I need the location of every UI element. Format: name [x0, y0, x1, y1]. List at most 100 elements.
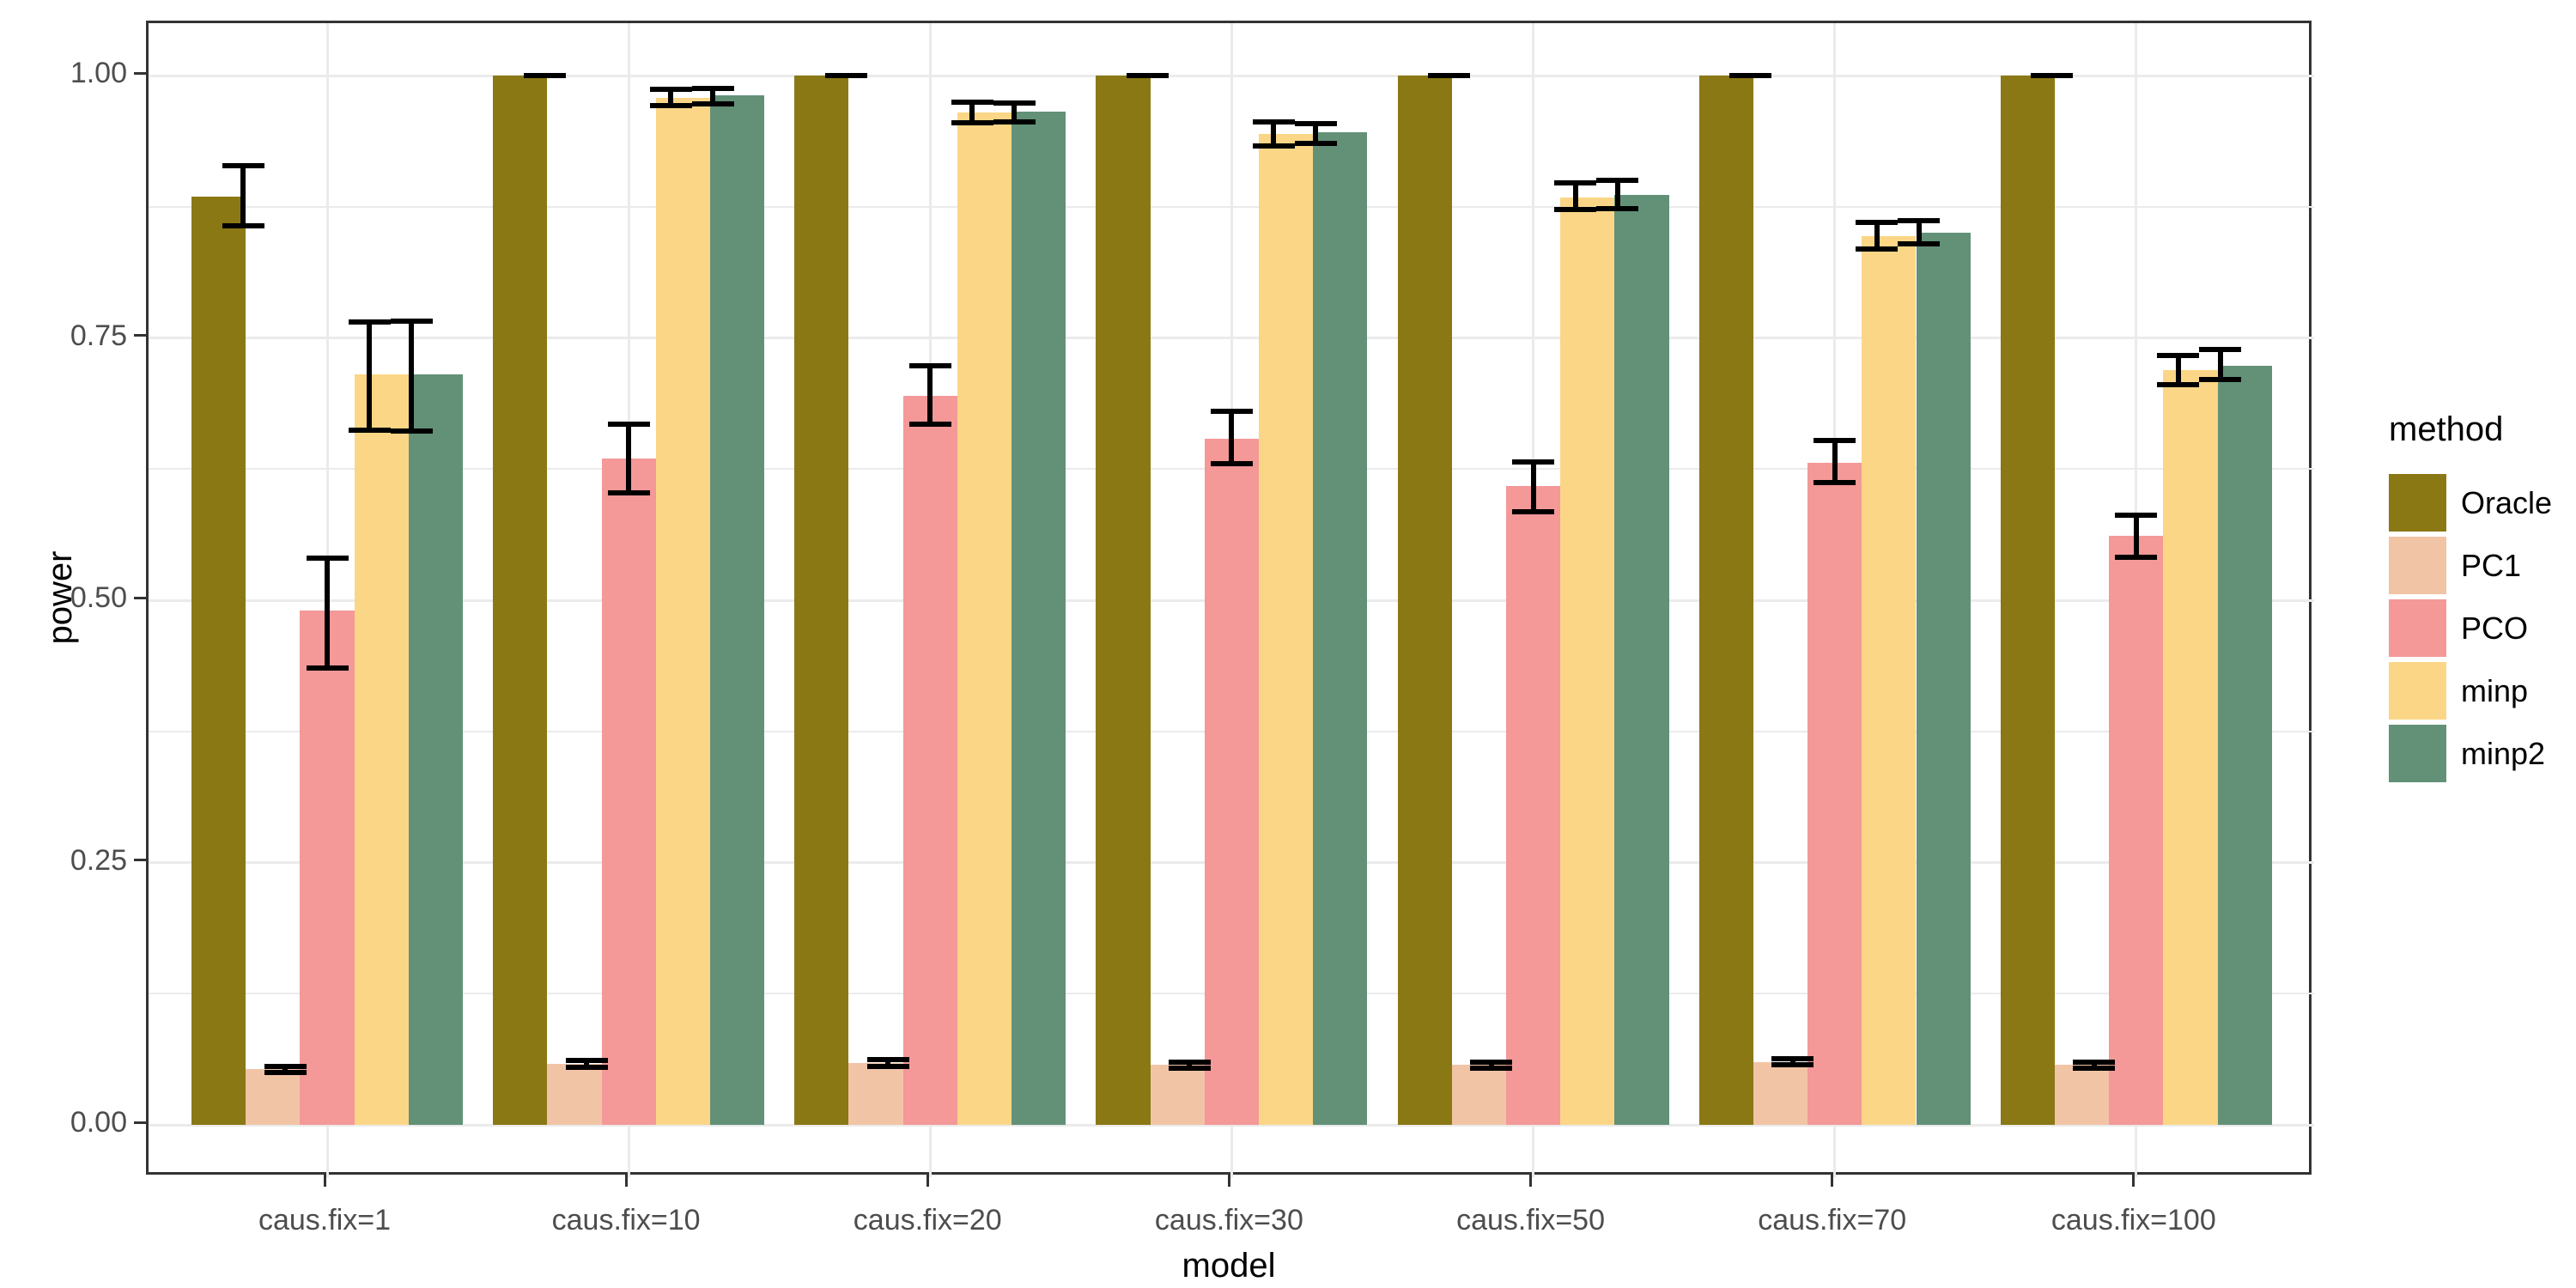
legend-label-PC1: PC1	[2461, 547, 2522, 583]
errorbar-cap-Oracle	[523, 73, 566, 78]
bar-PCO-caus.fix=70	[1807, 462, 1862, 1125]
errorbar-cap-minp2	[1294, 141, 1337, 147]
errorbar-cap-PCO	[1814, 480, 1856, 486]
bar-PC1-caus.fix=50	[1451, 1065, 1506, 1125]
bar-PCO-caus.fix=100	[2109, 536, 2164, 1125]
bar-PC1-caus.fix=10	[547, 1064, 602, 1125]
y-tick-label: 0.25	[70, 843, 127, 877]
errorbar-cap-minp2	[993, 118, 1036, 125]
minor-gridline	[149, 205, 2314, 208]
errorbar-cap-Oracle	[2031, 73, 2074, 78]
bar-PC1-caus.fix=70	[1753, 1061, 1808, 1125]
errorbar-line-minp2	[1916, 220, 1922, 244]
errorbar-line-PCO	[2133, 515, 2139, 557]
bar-Oracle-caus.fix=20	[794, 76, 849, 1125]
bar-minp-caus.fix=100	[2163, 370, 2218, 1125]
bar-PC1-caus.fix=1	[246, 1069, 301, 1125]
errorbar-cap-minp2	[1898, 240, 1941, 246]
bar-minp-caus.fix=1	[354, 374, 409, 1125]
errorbar-cap-minp	[2157, 353, 2200, 359]
errorbar-cap-minp	[1252, 118, 1295, 125]
y-axis-title: power	[40, 550, 79, 645]
bar-minp2-caus.fix=10	[709, 95, 765, 1125]
errorbar-cap-PC1	[1470, 1059, 1513, 1065]
errorbar-cap-minp	[649, 103, 692, 109]
legend-swatch-PCO	[2389, 599, 2446, 657]
errorbar-cap-minp	[951, 99, 993, 105]
errorbar-cap-PCO	[2115, 554, 2158, 560]
errorbar-cap-minp	[1856, 220, 1899, 226]
legend-swatch-minp	[2389, 662, 2446, 720]
errorbar-line-PC1	[2091, 1061, 2097, 1068]
y-tick-mark	[134, 859, 146, 861]
bar-minp2-caus.fix=20	[1012, 111, 1066, 1125]
errorbar-line-minp	[1271, 121, 1277, 146]
errorbar-cap-PC1	[264, 1063, 307, 1069]
errorbar-cap-PC1	[866, 1063, 909, 1069]
errorbar-line-minp	[367, 322, 372, 431]
errorbar-line-minp	[1572, 182, 1578, 210]
errorbar-line-PCO	[1229, 411, 1235, 465]
errorbar-cap-Oracle	[1729, 73, 1772, 78]
errorbar-cap-minp	[951, 119, 993, 125]
errorbar-line-PC1	[283, 1066, 288, 1072]
errorbar-cap-Oracle	[824, 73, 867, 78]
errorbar-line-minp2	[2217, 349, 2223, 380]
bar-PCO-caus.fix=20	[902, 395, 957, 1125]
errorbar-cap-minp	[1554, 207, 1597, 213]
errorbar-line-PCO	[1530, 461, 1536, 513]
errorbar-line-PC1	[1187, 1061, 1193, 1068]
x-tick-label: caus.fix=1	[258, 1204, 392, 1236]
errorbar-line-PCO	[1832, 440, 1838, 483]
legend-label-Oracle: Oracle	[2461, 484, 2553, 520]
errorbar-cap-PC1	[565, 1064, 608, 1070]
bar-minp2-caus.fix=70	[1916, 233, 1971, 1125]
legend-label-PCO: PCO	[2461, 610, 2529, 646]
errorbar-cap-minp2	[1596, 206, 1639, 212]
major-gridline	[149, 1123, 2314, 1127]
errorbar-cap-minp2	[691, 100, 734, 106]
errorbar-line-minp2	[409, 320, 414, 432]
errorbar-cap-Oracle	[1126, 73, 1169, 78]
bar-Oracle-caus.fix=30	[1096, 76, 1151, 1125]
errorbar-line-minp	[668, 88, 674, 106]
major-gridline	[149, 337, 2314, 339]
errorbar-line-minp2	[1012, 102, 1018, 122]
errorbar-line-minp	[969, 101, 975, 123]
bar-PCO-caus.fix=50	[1505, 485, 1561, 1125]
bar-Oracle-caus.fix=70	[1698, 76, 1753, 1125]
y-tick-mark	[134, 71, 146, 75]
x-tick-mark	[1529, 1175, 1533, 1187]
bar-PCO-caus.fix=1	[300, 611, 355, 1125]
y-tick-mark	[134, 334, 146, 337]
errorbar-cap-PC1	[1470, 1066, 1513, 1071]
errorbar-cap-PCO	[607, 421, 650, 427]
errorbar-cap-minp	[348, 428, 391, 434]
bar-minp-caus.fix=70	[1862, 235, 1917, 1125]
bar-minp-caus.fix=30	[1259, 134, 1314, 1125]
errorbar-cap-PCO	[1512, 509, 1555, 515]
x-tick-label: caus.fix=100	[2050, 1204, 2216, 1236]
errorbar-cap-minp2	[691, 85, 734, 91]
errorbar-cap-Oracle	[222, 163, 264, 169]
errorbar-line-minp2	[710, 88, 716, 104]
legend-swatch-minp2	[2389, 725, 2446, 782]
errorbar-cap-PCO	[908, 421, 951, 427]
bar-minp2-caus.fix=100	[2217, 366, 2272, 1125]
bar-Oracle-caus.fix=10	[493, 76, 548, 1125]
x-tick-label: caus.fix=70	[1758, 1204, 1907, 1236]
x-tick-mark	[1831, 1175, 1834, 1187]
bar-minp-caus.fix=20	[957, 112, 1012, 1125]
errorbar-cap-minp	[1554, 179, 1597, 185]
errorbar-cap-Oracle	[222, 222, 264, 228]
legend-entry-minp2: minp2	[2389, 722, 2545, 785]
bar-PC1-caus.fix=100	[2055, 1065, 2110, 1125]
errorbar-cap-PCO	[1210, 409, 1253, 415]
bar-minp-caus.fix=50	[1560, 197, 1615, 1125]
legend-entry-PC1: PC1	[2389, 534, 2521, 597]
errorbar-cap-PCO	[1210, 461, 1253, 467]
bar-PC1-caus.fix=20	[848, 1062, 903, 1125]
y-tick-label: 0.00	[70, 1106, 127, 1139]
x-tick-mark	[2132, 1175, 2136, 1187]
errorbar-line-minp	[1874, 222, 1880, 249]
